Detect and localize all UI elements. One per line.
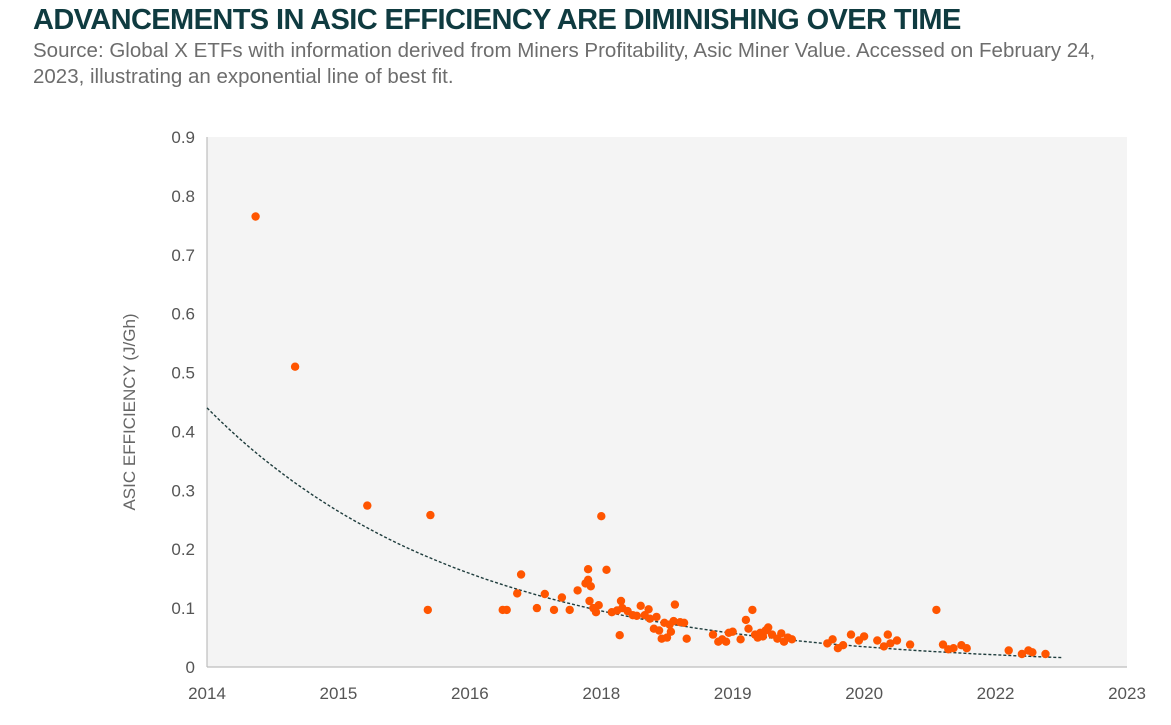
y-tick-label: 0.7: [171, 246, 195, 265]
data-point: [532, 603, 542, 613]
y-tick-labels: 0 0.1 0.2 0.3 0.4 0.5 0.6 0.7 0.8 0.9: [171, 128, 195, 677]
chart-subtitle: Source: Global X ETFs with information d…: [33, 39, 1096, 88]
y-tick-label: 0.1: [171, 599, 195, 618]
data-point: [423, 605, 432, 615]
data-points: [251, 212, 1050, 659]
data-point: [549, 605, 559, 615]
data-point: [1004, 646, 1013, 655]
data-point: [859, 632, 869, 641]
y-tick-label: 0.4: [171, 422, 195, 441]
data-point: [632, 611, 641, 620]
data-point: [502, 605, 511, 615]
data-point: [654, 626, 664, 635]
data-point: [516, 570, 526, 579]
data-point: [644, 605, 653, 614]
data-point: [721, 637, 731, 646]
data-point: [565, 605, 574, 615]
data-point: [744, 624, 753, 633]
y-tick-label: 0: [186, 658, 195, 677]
data-point: [879, 642, 889, 651]
y-tick-label: 0.8: [171, 187, 195, 206]
data-point: [764, 623, 773, 632]
data-point: [1028, 648, 1037, 657]
data-point: [962, 644, 971, 653]
data-point: [741, 615, 751, 625]
x-tick-label: 2022: [977, 684, 1015, 703]
data-point: [1017, 649, 1027, 659]
data-point: [586, 582, 595, 591]
data-point: [616, 596, 626, 606]
data-point: [669, 616, 678, 626]
y-tick-label: 0.6: [171, 305, 195, 324]
x-tick-label: 2023: [1108, 684, 1146, 703]
data-point: [708, 630, 718, 639]
data-point: [591, 608, 601, 617]
data-point: [557, 593, 567, 602]
data-point: [886, 639, 895, 648]
x-tick-label: 2016: [451, 684, 489, 703]
data-point: [540, 589, 549, 599]
data-point: [583, 565, 593, 574]
x-tick-label: 2020: [845, 684, 883, 703]
data-point: [736, 635, 745, 644]
y-tick-label: 0.9: [171, 128, 195, 147]
data-point: [585, 596, 594, 606]
data-point: [932, 605, 941, 615]
x-tick-label: 2019: [714, 684, 752, 703]
data-point: [602, 565, 611, 574]
data-point: [666, 627, 676, 636]
data-point: [838, 641, 848, 650]
plot-area: [207, 137, 1127, 667]
data-point: [883, 630, 892, 639]
data-point: [363, 501, 372, 510]
data-point: [748, 605, 757, 615]
x-tick-label: 2018: [582, 684, 620, 703]
trendline: [206, 407, 1062, 659]
data-point: [597, 512, 606, 521]
x-tick-label: 2015: [320, 684, 358, 703]
data-point: [670, 600, 680, 609]
data-point: [652, 612, 661, 622]
data-point: [426, 510, 435, 520]
data-point: [251, 212, 260, 221]
data-point: [892, 636, 902, 645]
data-point: [636, 601, 645, 610]
data-point: [645, 614, 655, 623]
y-tick-label: 0.2: [171, 540, 195, 559]
data-point: [615, 631, 624, 640]
data-point: [662, 633, 672, 642]
data-point: [846, 630, 856, 639]
data-point: [728, 627, 737, 636]
x-tick-label: 2014: [188, 684, 226, 703]
data-point: [777, 629, 786, 638]
data-point: [573, 586, 582, 595]
data-point: [1041, 649, 1050, 659]
data-point: [583, 575, 593, 584]
data-point: [682, 634, 691, 643]
y-tick-label: 0.3: [171, 481, 195, 500]
data-point: [513, 589, 522, 598]
chart-title: ADVANCEMENTS IN ASIC EFFICIENCY ARE DIMI…: [33, 4, 961, 36]
data-point: [949, 644, 958, 653]
data-point: [787, 635, 797, 644]
x-tick-labels: 2014 2015 2016 2018 2019 2020 2022 2023: [188, 684, 1146, 703]
data-point: [594, 601, 603, 610]
y-tick-label: 0.5: [171, 364, 195, 383]
data-point: [679, 618, 689, 627]
data-point: [828, 635, 837, 644]
data-point: [873, 636, 882, 645]
data-point: [905, 640, 915, 649]
data-point: [290, 362, 300, 371]
y-axis-label: ASIC EFFICIENCY (J/Gh): [120, 313, 139, 510]
